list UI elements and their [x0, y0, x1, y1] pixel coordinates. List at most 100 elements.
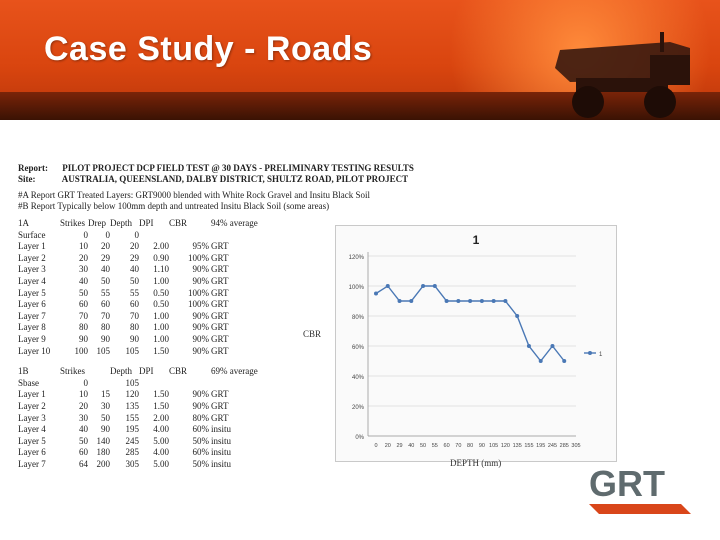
table-cell: 50: [130, 275, 139, 286]
table-cell: 0.50: [153, 287, 169, 298]
column-header: CBR: [169, 218, 188, 228]
data-point: [432, 284, 437, 288]
data-point: [491, 299, 496, 303]
table-cell: Layer 10: [18, 345, 51, 356]
table-cell: GRT: [211, 252, 229, 263]
x-tick-label: 50: [420, 443, 426, 449]
table-cell: 105: [125, 345, 140, 356]
x-tick-label: 70: [455, 443, 461, 449]
table-cell: 50: [101, 275, 110, 286]
table-cell: 55: [101, 287, 110, 298]
table-cell: GRT: [211, 412, 229, 423]
table-row: Layer 5 50 55 55 0.50 100% GRT: [18, 288, 258, 300]
table-cell: 0: [105, 229, 111, 240]
table-row: Layer 4 40 50 50 1.00 90% GRT: [18, 276, 258, 288]
table-cell: 50%: [192, 458, 210, 469]
table-cell: insitu: [211, 435, 232, 446]
data-point: [456, 299, 461, 303]
table-1a: 1A Strikes Drep Depth DPI CBR 94% average Surfa…: [18, 218, 258, 357]
table-cell: 80: [101, 322, 110, 333]
table-cell: 60%: [192, 424, 210, 435]
table-cell: 90: [101, 424, 110, 435]
y-tick-label: 80%: [352, 315, 365, 321]
column-header: 1A: [18, 218, 29, 228]
table-cell: Layer 3: [18, 412, 46, 423]
table-row: Layer 1 10 15 120 1.50 90% GRT: [18, 389, 258, 401]
y-tick-label: 40%: [352, 375, 365, 381]
table-row: Layer 5 50 140 245 5.00 50% insitu: [18, 436, 258, 448]
table-row: Layer 2 20 29 29 0.90 100% GRT: [18, 253, 258, 265]
table-cell: [209, 230, 258, 242]
table-cell: Layer 2: [18, 252, 46, 263]
x-tick-label: 29: [396, 443, 402, 449]
table-cell: 0.90: [153, 252, 169, 263]
table-cell: 155: [125, 412, 140, 423]
table-cell: 90%: [192, 322, 210, 333]
table-cell: 105: [125, 377, 140, 388]
table-row: Layer 3 30 50 155 2.00 80% GRT: [18, 413, 258, 425]
cbr-depth-chart: 1 0% 20% 40% 60% 80% 100% 120% 0 20 29 40 50 55 60 70 80…: [335, 225, 617, 462]
table-cell: 5.00: [153, 458, 169, 469]
table-cell: 0.50: [153, 299, 169, 310]
table-cell: Layer 2: [18, 400, 46, 411]
table-cell: 1.50: [153, 345, 169, 356]
table-cell: 55: [130, 287, 139, 298]
column-header: DPI: [139, 366, 154, 377]
table-cell: GRT: [211, 310, 229, 321]
table-cell: GRT: [211, 264, 229, 275]
column-header: CBR: [169, 366, 188, 377]
table-cell: 80: [130, 322, 139, 333]
table-cell: 0: [83, 377, 89, 388]
table-cell: 10: [79, 389, 88, 400]
x-tick-label: 90: [479, 443, 485, 449]
table-cell: GRT: [211, 333, 229, 344]
data-point: [479, 299, 484, 303]
table-cell: Layer 6: [18, 299, 46, 310]
chart-svg: 1 0% 20% 40% 60% 80% 100% 120% 0 20 29 40 50 55 60 70 80…: [349, 233, 603, 449]
table-row: Sbase 0 105: [18, 378, 258, 390]
data-point: [409, 299, 414, 303]
table-cell: 90: [79, 333, 88, 344]
x-tick-label: 135: [513, 443, 522, 449]
y-tick-label: 0%: [355, 435, 364, 441]
table-cell: 90%: [192, 310, 210, 321]
table-cell: 135: [125, 400, 140, 411]
column-header: 94% average: [211, 218, 258, 228]
table-cell: 50: [101, 412, 110, 423]
table-cell: 20: [79, 252, 88, 263]
table-cell: 60: [79, 299, 88, 310]
x-tick-label: 0: [374, 443, 377, 449]
chart-xlabel: DEPTH (mm): [450, 458, 502, 468]
table-cell: 1.00: [153, 333, 169, 344]
table-cell: 50%: [192, 435, 210, 446]
table-cell: 1.10: [153, 264, 169, 275]
site-row: Site: AUSTRALIA, QUEENSLAND, DALBY DISTR…: [18, 174, 418, 185]
table-cell: 80%: [192, 412, 210, 423]
y-tick-label: 100%: [349, 285, 365, 291]
table-cell: 60: [101, 299, 110, 310]
column-header: 69% average: [211, 366, 258, 377]
table-cell: 40: [79, 275, 88, 286]
data-point: [550, 344, 555, 348]
table-row: Layer 4 40 90 195 4.00 60% insitu: [18, 424, 258, 436]
column-header: DPI: [139, 218, 154, 228]
table-cell: 90: [130, 333, 139, 344]
table-cell: 140: [96, 435, 111, 446]
table-cell: 40: [101, 264, 110, 275]
table-cell: 20: [101, 241, 110, 252]
table-cell: GRT: [211, 345, 229, 356]
table-cell: 305: [125, 458, 140, 469]
table-cell: Layer 7: [18, 458, 46, 469]
table-cell: 1.50: [153, 389, 169, 400]
chart-ylabel: CBR: [303, 329, 322, 339]
report-value: PILOT PROJECT DCP FIELD TEST @ 30 DAYS -…: [62, 163, 414, 173]
table-cell: 60: [130, 299, 139, 310]
data-point: [444, 299, 449, 303]
table-cell: Layer 1: [18, 389, 46, 400]
table-cell: insitu: [211, 458, 232, 469]
x-tick-label: 305: [571, 443, 580, 449]
data-point: [421, 284, 426, 288]
x-tick-label: 40: [408, 443, 414, 449]
x-tick-label: 105: [489, 443, 498, 449]
table-cell: 20: [79, 400, 88, 411]
